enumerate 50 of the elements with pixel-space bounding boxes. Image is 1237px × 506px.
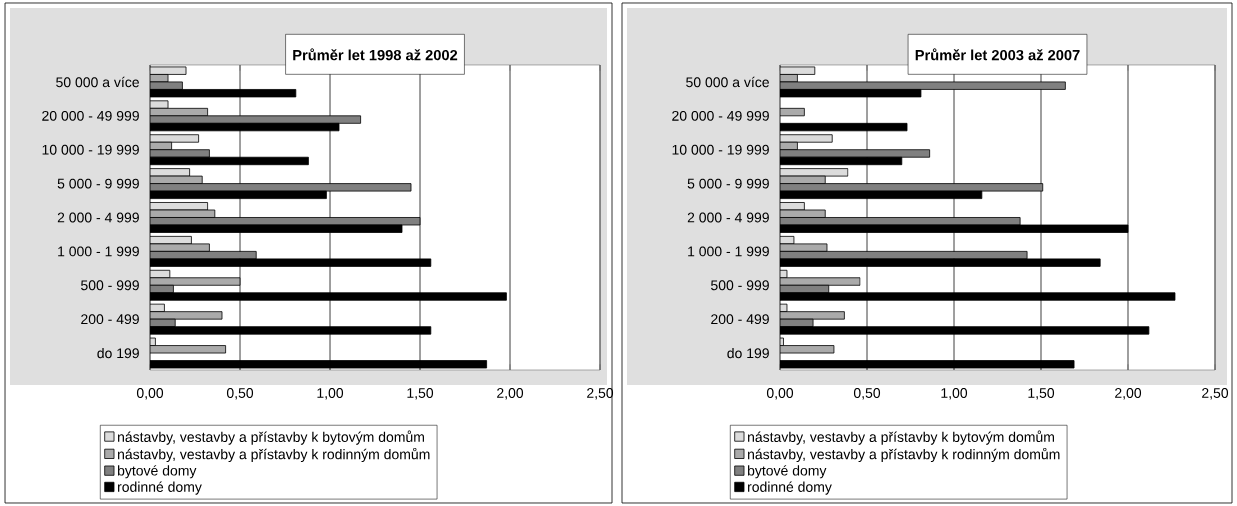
x-tick-label: 2,50	[587, 388, 614, 400]
y-tick-label: 2 000 - 4 999	[687, 212, 769, 223]
legend-label: nástavby, vestavby a přístavby k bytovým domům	[748, 430, 1054, 445]
x-tick-label: 0,50	[226, 388, 254, 400]
legend-label: nástavby, vestavby a přístavby k rodinným domům	[748, 447, 1060, 463]
y-tick-label: do 199	[727, 347, 769, 359]
y-tick-label: 5 000 - 9 999	[57, 178, 139, 189]
y-tick-label: 1 000 - 1 999	[688, 246, 769, 257]
legend-label: rodinné domy	[748, 481, 832, 495]
y-tick-label: 20 000 - 49 999	[672, 110, 769, 121]
bar	[150, 311, 223, 320]
legend-label: bytové domy	[747, 465, 827, 479]
bar	[780, 149, 931, 158]
y-tick-label: do 199	[97, 347, 139, 359]
x-tick-label: 0,50	[853, 388, 881, 400]
bar	[780, 134, 833, 143]
y-tick-label: 50 000 a více	[686, 76, 769, 88]
legend-label: bytové domy	[117, 465, 197, 479]
bar	[780, 277, 861, 286]
y-tick-label: 10 000 - 19 999	[42, 144, 139, 155]
x-tick-label: 0,00	[766, 388, 794, 400]
x-tick-label: 0,00	[136, 388, 164, 400]
bar	[150, 115, 362, 124]
x-tick-label: 1,00	[317, 388, 344, 400]
legend-label: nástavby, vestavby a přístavby k bytovým domům	[118, 430, 424, 445]
bar	[150, 149, 210, 158]
chart-title: Průměr let 2003 až 2007	[915, 48, 1080, 61]
bar	[150, 134, 200, 143]
y-tick-label: 20 000 - 49 999	[42, 110, 139, 121]
y-tick-label: 50 000 a více	[56, 76, 139, 88]
y-tick-label: 2 000 - 4 999	[57, 212, 139, 223]
x-tick-label: 2,00	[1115, 388, 1142, 400]
y-tick-label: 5 000 - 9 999	[687, 178, 769, 189]
legend-label: rodinné domy	[118, 481, 202, 495]
x-tick-label: 2,50	[1202, 388, 1229, 400]
x-tick-label: 1,50	[407, 388, 434, 400]
x-tick-label: 2,00	[497, 388, 524, 400]
chart-title: Průměr let 1998 až 2002	[293, 48, 458, 61]
legend-label: nástavby, vestavby a přístavby k rodinným domům	[118, 447, 430, 463]
y-tick-label: 1 000 - 1 999	[58, 246, 139, 257]
bar	[150, 360, 488, 369]
bar	[150, 277, 241, 286]
y-tick-label: 500 - 999	[81, 280, 139, 291]
y-tick-label: 10 000 - 19 999	[672, 144, 769, 155]
y-tick-label: 200 - 499	[711, 314, 769, 325]
bar	[780, 311, 845, 320]
x-tick-label: 1,00	[941, 388, 968, 400]
y-tick-label: 200 - 499	[81, 314, 139, 325]
y-tick-label: 500 - 999	[711, 280, 769, 291]
x-tick-label: 1,50	[1028, 388, 1055, 400]
